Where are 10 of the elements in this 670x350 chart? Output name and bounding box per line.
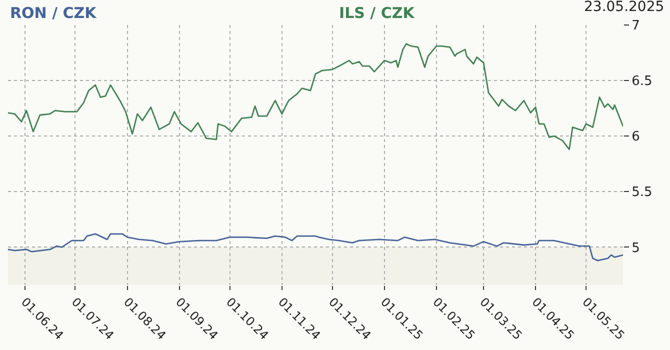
y-tick-label: 5.5 xyxy=(632,185,652,200)
series-label: ILS / CZK xyxy=(339,4,416,22)
y-tick-label: 7 xyxy=(632,18,640,34)
text: RON / CZK xyxy=(10,4,98,22)
line-series xyxy=(8,43,623,150)
y-tick-label: 6 xyxy=(632,130,640,145)
text: 23.05.2025 xyxy=(584,0,664,15)
y-tick-label: 5 xyxy=(632,240,640,256)
y-tick-label: 6.5 xyxy=(632,74,652,90)
line-series xyxy=(8,233,623,262)
